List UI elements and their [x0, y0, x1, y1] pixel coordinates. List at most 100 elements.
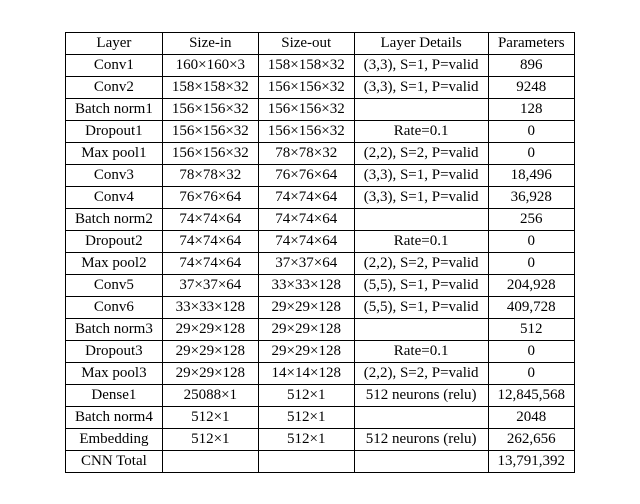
- cell-parameters: 512: [488, 318, 575, 340]
- cell-parameters: 18,496: [488, 164, 575, 186]
- cell-size-in: 25088×1: [162, 384, 258, 406]
- cell-size-in: 37×37×64: [162, 274, 258, 296]
- cell-parameters: 0: [488, 142, 575, 164]
- cell-layer: Dropout1: [65, 120, 162, 142]
- col-header-layer: Layer: [65, 32, 162, 54]
- cell-size-in: 156×156×32: [162, 120, 258, 142]
- cell-size-out: 37×37×64: [258, 252, 354, 274]
- cell-size-in: 29×29×128: [162, 318, 258, 340]
- cell-details: Rate=0.1: [354, 120, 488, 142]
- cell-details: (3,3), S=1, P=valid: [354, 164, 488, 186]
- cell-layer: Batch norm4: [65, 406, 162, 428]
- cell-size-in: 33×33×128: [162, 296, 258, 318]
- cell-size-out: 156×156×32: [258, 120, 354, 142]
- table-row: Conv537×37×6433×33×128(5,5), S=1, P=vali…: [65, 274, 574, 296]
- cell-size-out: 156×156×32: [258, 98, 354, 120]
- cell-parameters: 36,928: [488, 186, 575, 208]
- cell-layer: CNN Total: [65, 450, 162, 472]
- cell-details: (2,2), S=2, P=valid: [354, 362, 488, 384]
- cell-size-in: 512×1: [162, 428, 258, 450]
- cell-layer: Max pool2: [65, 252, 162, 274]
- cell-layer: Conv4: [65, 186, 162, 208]
- cell-details: (3,3), S=1, P=valid: [354, 76, 488, 98]
- cell-details: [354, 98, 488, 120]
- table-row: Max pool1156×156×3278×78×32(2,2), S=2, P…: [65, 142, 574, 164]
- cell-size-out: 29×29×128: [258, 296, 354, 318]
- cell-size-in: 76×76×64: [162, 186, 258, 208]
- cell-size-in: 512×1: [162, 406, 258, 428]
- table-row: Dropout329×29×12829×29×128Rate=0.10: [65, 340, 574, 362]
- cell-parameters: 204,928: [488, 274, 575, 296]
- cell-parameters: 0: [488, 230, 575, 252]
- table-row: CNN Total13,791,392: [65, 450, 574, 472]
- cell-parameters: 12,845,568: [488, 384, 575, 406]
- col-header-details: Layer Details: [354, 32, 488, 54]
- table-row: Max pool274×74×6437×37×64(2,2), S=2, P=v…: [65, 252, 574, 274]
- col-header-size-in: Size-in: [162, 32, 258, 54]
- cell-parameters: 409,728: [488, 296, 575, 318]
- cell-layer: Dropout2: [65, 230, 162, 252]
- cell-size-out: [258, 450, 354, 472]
- cell-size-in: 29×29×128: [162, 362, 258, 384]
- cell-parameters: 0: [488, 252, 575, 274]
- table-row: Max pool329×29×12814×14×128(2,2), S=2, P…: [65, 362, 574, 384]
- cell-size-out: 74×74×64: [258, 186, 354, 208]
- cell-size-out: 74×74×64: [258, 230, 354, 252]
- cell-details: [354, 208, 488, 230]
- table-row: Batch norm1156×156×32156×156×32128: [65, 98, 574, 120]
- cell-size-in: [162, 450, 258, 472]
- cell-details: 512 neurons (relu): [354, 428, 488, 450]
- table-header-row: Layer Size-in Size-out Layer Details Par…: [65, 32, 574, 54]
- cell-layer: Max pool3: [65, 362, 162, 384]
- table-row: Conv378×78×3276×76×64(3,3), S=1, P=valid…: [65, 164, 574, 186]
- cell-size-out: 14×14×128: [258, 362, 354, 384]
- cell-size-out: 158×158×32: [258, 54, 354, 76]
- cell-layer: Conv3: [65, 164, 162, 186]
- cell-size-in: 74×74×64: [162, 230, 258, 252]
- cell-size-in: 78×78×32: [162, 164, 258, 186]
- cell-parameters: 262,656: [488, 428, 575, 450]
- cnn-layers-table: Layer Size-in Size-out Layer Details Par…: [65, 32, 575, 473]
- cell-parameters: 2048: [488, 406, 575, 428]
- cell-parameters: 128: [488, 98, 575, 120]
- cell-layer: Batch norm2: [65, 208, 162, 230]
- cell-layer: Conv1: [65, 54, 162, 76]
- table-row: Batch norm274×74×6474×74×64256: [65, 208, 574, 230]
- cell-layer: Conv2: [65, 76, 162, 98]
- cell-details: Rate=0.1: [354, 340, 488, 362]
- table-row: Conv476×76×6474×74×64(3,3), S=1, P=valid…: [65, 186, 574, 208]
- cell-size-out: 156×156×32: [258, 76, 354, 98]
- cell-size-out: 33×33×128: [258, 274, 354, 296]
- cell-details: (5,5), S=1, P=valid: [354, 274, 488, 296]
- cell-size-out: 76×76×64: [258, 164, 354, 186]
- table-row: Dense125088×1512×1512 neurons (relu)12,8…: [65, 384, 574, 406]
- cell-size-out: 74×74×64: [258, 208, 354, 230]
- cell-parameters: 0: [488, 362, 575, 384]
- cell-parameters: 0: [488, 340, 575, 362]
- table-row: Batch norm4512×1512×12048: [65, 406, 574, 428]
- cell-size-in: 74×74×64: [162, 208, 258, 230]
- cell-layer: Batch norm1: [65, 98, 162, 120]
- table-row: Batch norm329×29×12829×29×128512: [65, 318, 574, 340]
- table-row: Conv633×33×12829×29×128(5,5), S=1, P=val…: [65, 296, 574, 318]
- cell-size-out: 78×78×32: [258, 142, 354, 164]
- table-row: Embedding512×1512×1512 neurons (relu)262…: [65, 428, 574, 450]
- cell-details: [354, 450, 488, 472]
- cell-layer: Dense1: [65, 384, 162, 406]
- cell-details: [354, 318, 488, 340]
- table-row: Conv2158×158×32156×156×32(3,3), S=1, P=v…: [65, 76, 574, 98]
- cell-parameters: 896: [488, 54, 575, 76]
- cell-details: Rate=0.1: [354, 230, 488, 252]
- cell-layer: Conv5: [65, 274, 162, 296]
- cell-size-in: 156×156×32: [162, 142, 258, 164]
- table-row: Dropout1156×156×32156×156×32Rate=0.10: [65, 120, 574, 142]
- cell-layer: Conv6: [65, 296, 162, 318]
- cell-size-out: 29×29×128: [258, 340, 354, 362]
- cell-layer: Batch norm3: [65, 318, 162, 340]
- cell-details: (2,2), S=2, P=valid: [354, 252, 488, 274]
- cell-parameters: 0: [488, 120, 575, 142]
- table-row: Dropout274×74×6474×74×64Rate=0.10: [65, 230, 574, 252]
- cell-parameters: 9248: [488, 76, 575, 98]
- cell-size-out: 512×1: [258, 406, 354, 428]
- cell-layer: Max pool1: [65, 142, 162, 164]
